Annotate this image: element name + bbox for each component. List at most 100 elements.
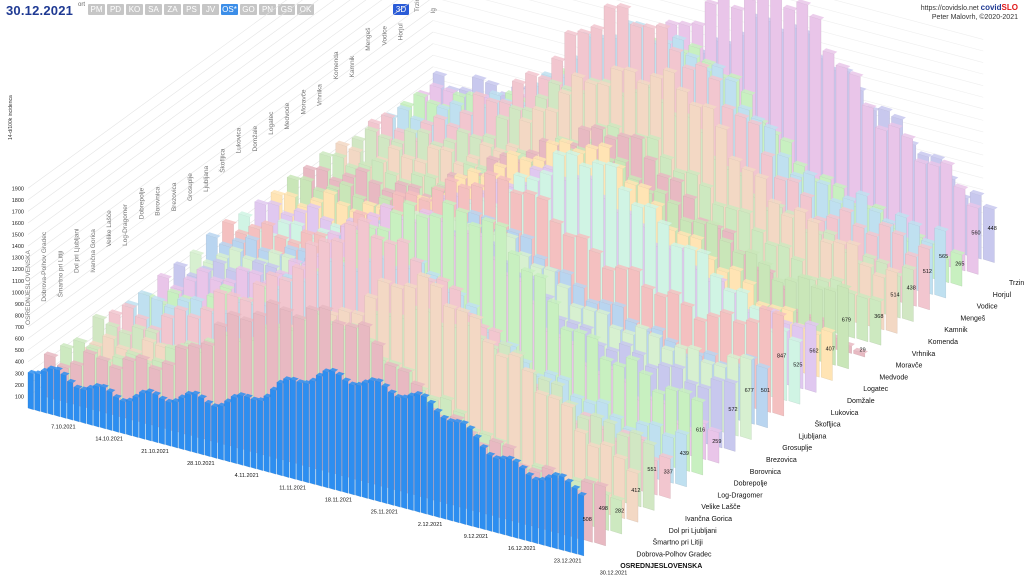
bar (394, 396, 401, 508)
bar-top (650, 72, 665, 79)
site-info: https://covidslo.net covidSLO Peter Malo… (921, 3, 1018, 22)
bar (316, 374, 322, 487)
bar-top (519, 156, 535, 163)
bar-top (824, 286, 839, 292)
bar-top (372, 157, 387, 164)
bar-top (342, 172, 358, 179)
bar-top (519, 464, 529, 469)
bar-top (756, 362, 771, 369)
region-button-1[interactable]: PD (107, 4, 124, 15)
bar-top (741, 89, 756, 96)
bar-top (345, 163, 361, 169)
region-button-4[interactable]: ZA (164, 4, 181, 15)
bar-top (619, 340, 634, 347)
grid-line (27, 0, 303, 201)
bar-top (569, 302, 585, 309)
bar-top (125, 300, 140, 307)
bar-top (204, 399, 214, 404)
bar-top (161, 312, 176, 319)
bar-top (597, 80, 613, 87)
region-button-3[interactable]: SA (145, 4, 162, 15)
bar-top (671, 363, 686, 370)
bar (675, 431, 687, 488)
bar (263, 395, 270, 473)
bar-top (266, 271, 281, 277)
bar-top (745, 248, 761, 255)
bar-top (862, 253, 878, 260)
bar (289, 378, 296, 480)
region-button-9[interactable]: PN (259, 4, 276, 15)
bar-top (559, 268, 575, 275)
bar-top (918, 243, 933, 250)
bar-top (596, 398, 612, 405)
region-button-0[interactable]: PM (88, 4, 105, 15)
bar-top (284, 191, 299, 198)
y-tick-label: 1200 (12, 267, 24, 273)
brand-logo: covidSLO (981, 3, 1018, 12)
bar-top (174, 305, 189, 312)
bar-top (460, 420, 470, 425)
bar-top (113, 394, 122, 399)
series-back-label: Domžale (252, 125, 259, 151)
bar-top (683, 193, 698, 200)
bar-top (486, 451, 496, 456)
bar-top (229, 246, 244, 253)
region-button-8[interactable]: GO (240, 4, 257, 15)
bar-top (219, 241, 234, 248)
bar-top (352, 135, 367, 142)
series-back-label: Dobrova-Polhov Gradec (41, 231, 48, 301)
series-back-label: Dobrepolje (138, 187, 145, 219)
bar-top (364, 293, 380, 299)
bar-top (755, 300, 771, 307)
bar-top (145, 388, 155, 393)
bar-top (271, 189, 286, 196)
bar-top (869, 207, 884, 213)
bar-top (755, 173, 770, 179)
bar-top (694, 316, 709, 323)
bar-top (288, 257, 303, 264)
bar (869, 298, 882, 346)
bar-top (856, 190, 871, 197)
bar-top (336, 200, 351, 207)
bar-top (170, 284, 186, 291)
bar-top (404, 282, 419, 289)
bar-top (811, 283, 826, 290)
bar-top (544, 369, 559, 376)
bar-top (482, 338, 498, 345)
bar-top (100, 383, 109, 389)
bar-top (327, 229, 343, 236)
bar-top (626, 467, 642, 474)
bar-top (606, 346, 621, 353)
bar-top (521, 266, 536, 273)
bar (551, 474, 558, 550)
bar-top (908, 220, 923, 227)
site-url[interactable]: https://covidslo.net (920, 5, 979, 12)
bar-top (486, 97, 501, 104)
bar-top (148, 324, 163, 331)
region-button-5[interactable]: PS (183, 4, 200, 15)
region-button-6[interactable]: JV (202, 4, 219, 15)
bar-top (329, 367, 339, 373)
value-label: 572 (728, 407, 737, 413)
series-back-label: Dol pri Ljubljani (74, 229, 81, 273)
series-back-label: Brezovica (171, 182, 178, 211)
bar-top (142, 336, 157, 343)
bar-top (700, 358, 716, 365)
bar-top (830, 275, 845, 282)
bar (178, 396, 185, 450)
bar-top (442, 199, 458, 206)
value-label: 501 (761, 388, 770, 394)
series-back-label: Škofljica (217, 148, 226, 173)
region-button-7[interactable]: OS* (221, 4, 238, 15)
bar (106, 390, 113, 431)
region-button-2[interactable]: KO (126, 4, 143, 15)
bar-top (525, 472, 535, 477)
bar-top (459, 109, 475, 116)
mode-3d-button[interactable]: 3D (393, 4, 409, 15)
bar-top (705, 0, 720, 6)
bar (594, 483, 606, 547)
region-button-10[interactable]: GS (278, 4, 295, 15)
bar-top (242, 255, 257, 261)
value-label: 407 (826, 347, 835, 353)
bar (407, 394, 414, 511)
